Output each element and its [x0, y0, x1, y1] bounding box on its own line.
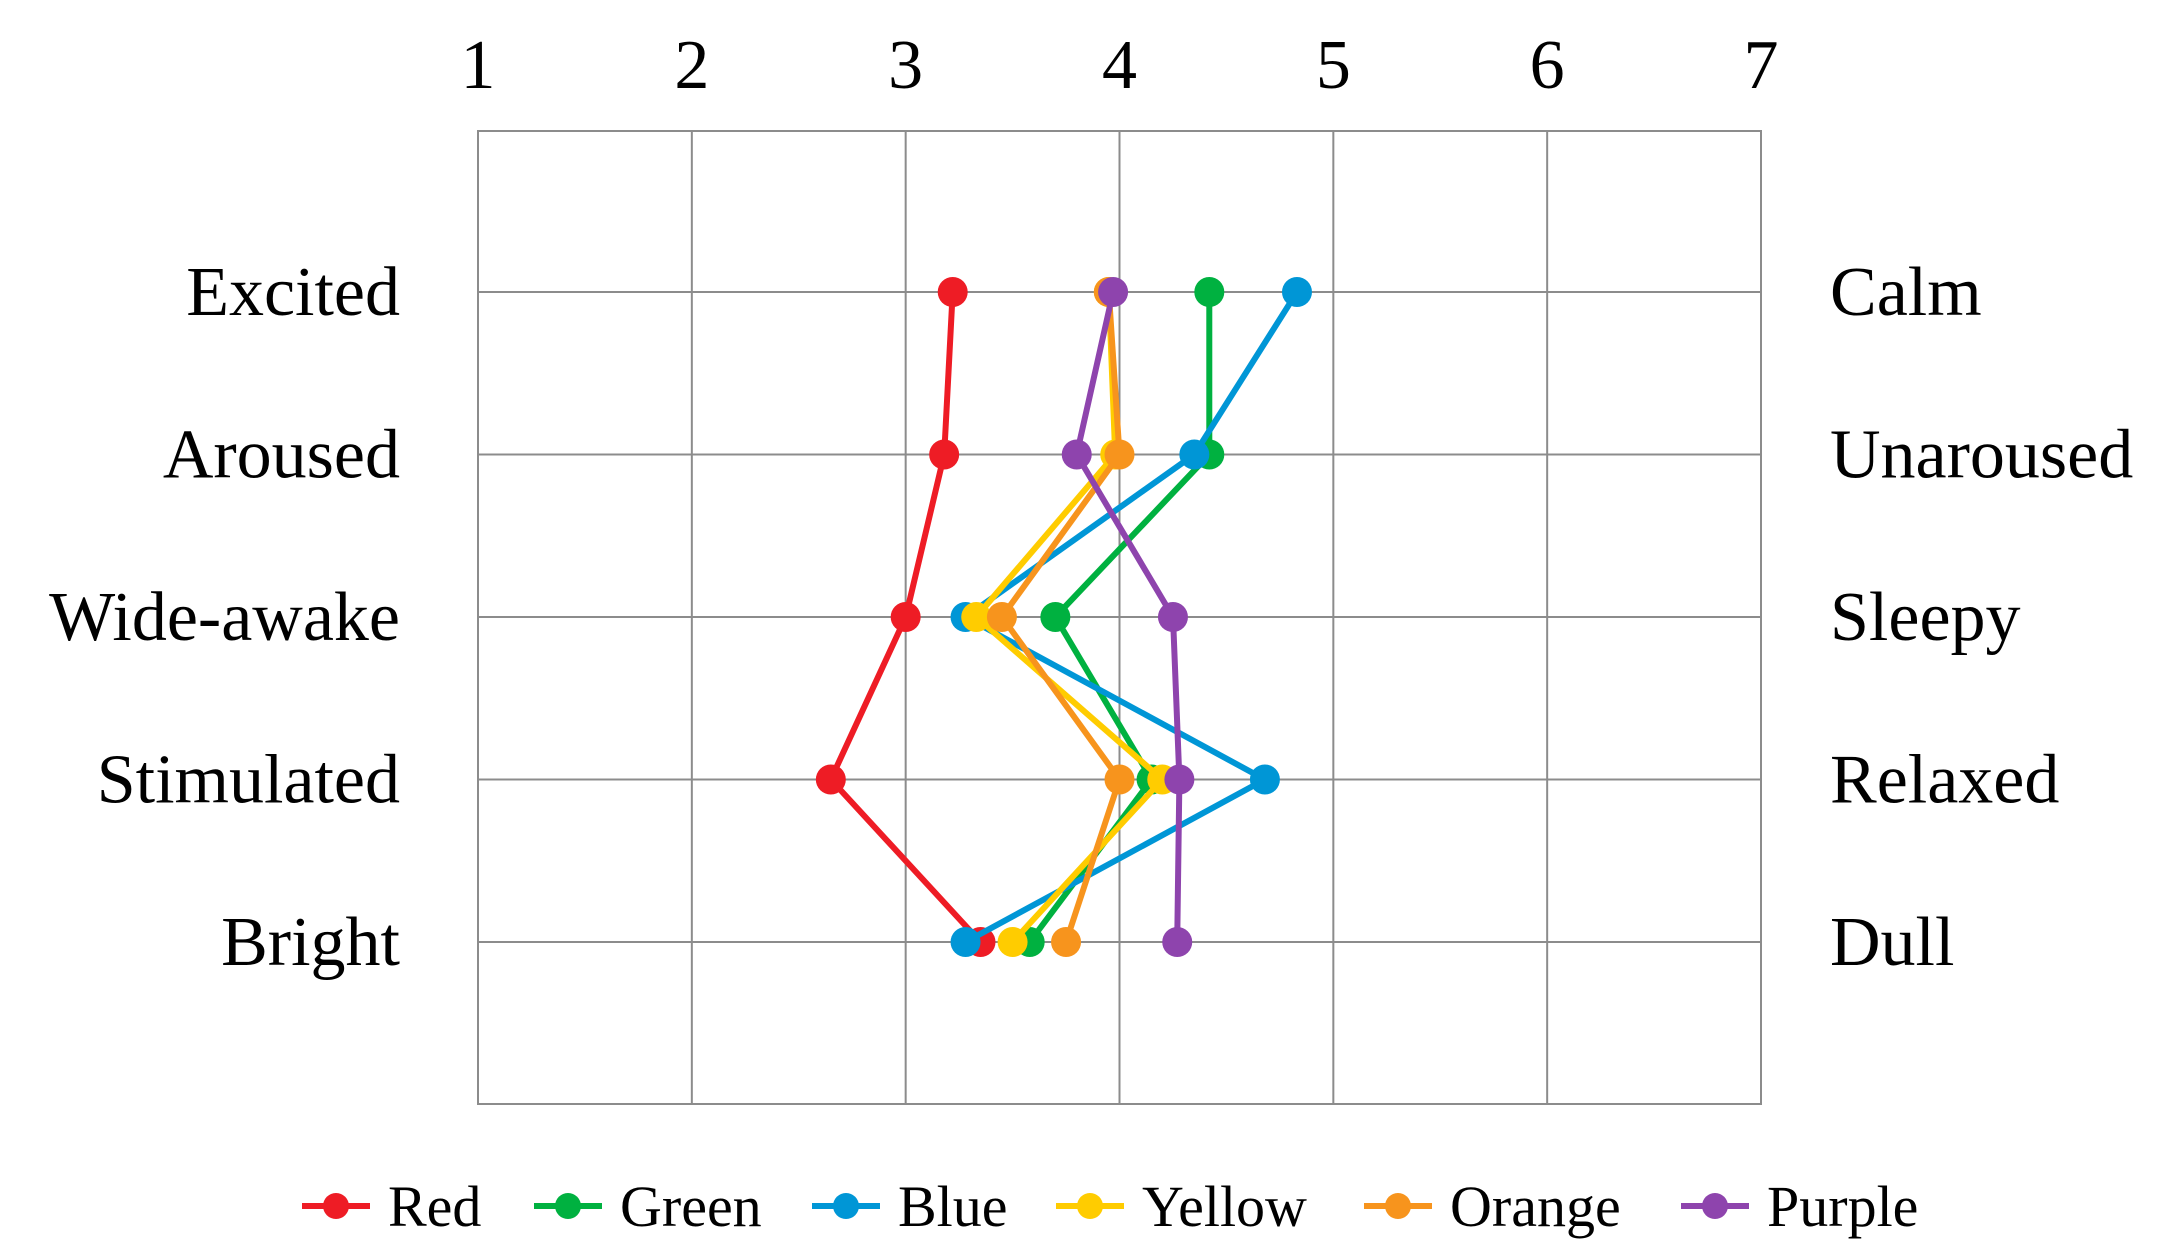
data-point	[1162, 927, 1193, 957]
legend-item-purple: Purple	[1681, 1174, 1918, 1239]
legend-label: Purple	[1767, 1174, 1918, 1239]
series-group	[815, 277, 1312, 957]
left-category-label: Stimulated	[97, 742, 400, 819]
data-point	[815, 764, 846, 795]
legend-swatch-marker	[833, 1193, 859, 1219]
legend-item-red: Red	[302, 1174, 481, 1239]
data-point	[1104, 439, 1135, 470]
x-tick-label: 7	[1744, 27, 1779, 104]
legend-label: Green	[620, 1174, 762, 1239]
left-category-label: Excited	[186, 254, 400, 331]
series-red	[815, 277, 996, 957]
data-point	[1051, 927, 1082, 957]
legend-label: Blue	[898, 1174, 1008, 1239]
left-category-label: Aroused	[163, 417, 400, 494]
data-point	[950, 927, 981, 957]
data-point	[1040, 602, 1071, 632]
legend-swatch-marker	[323, 1193, 349, 1219]
data-point	[997, 927, 1028, 957]
left-category-label: Bright	[221, 904, 400, 981]
legend-item-orange: Orange	[1364, 1174, 1621, 1239]
data-point	[1164, 764, 1195, 795]
data-point	[1281, 277, 1312, 307]
data-point	[890, 602, 921, 632]
legend-label: Orange	[1450, 1174, 1621, 1239]
legend: Red Green Blue Yellow Orange Purple	[302, 1174, 1918, 1239]
right-category-label: Relaxed	[1830, 742, 2059, 819]
data-point	[929, 439, 960, 470]
x-tick-label: 2	[674, 27, 709, 104]
legend-swatch-marker	[1077, 1193, 1103, 1219]
data-point	[1194, 277, 1225, 307]
right-category-labels: Calm Unaroused Sleepy Relaxed Dull	[1830, 254, 2133, 981]
data-point	[1249, 764, 1280, 795]
grid	[477, 130, 1762, 1105]
legend-label: Yellow	[1142, 1174, 1307, 1239]
left-category-label: Wide-awake	[49, 579, 400, 656]
legend-item-green: Green	[534, 1174, 762, 1239]
data-point	[1179, 439, 1210, 470]
right-category-label: Dull	[1830, 904, 1954, 981]
x-tick-label: 4	[1102, 27, 1137, 104]
x-tick-label: 1	[461, 27, 496, 104]
x-tick-label: 3	[888, 27, 923, 104]
legend-swatch-marker	[1385, 1193, 1411, 1219]
legend-item-yellow: Yellow	[1056, 1174, 1307, 1239]
legend-item-blue: Blue	[812, 1174, 1008, 1239]
right-category-label: Calm	[1830, 254, 1982, 331]
right-category-label: Sleepy	[1830, 579, 2021, 656]
x-tick-label: 6	[1530, 27, 1565, 104]
x-tick-label: 5	[1316, 27, 1351, 104]
series-purple	[1061, 277, 1195, 957]
legend-swatch-marker	[555, 1193, 581, 1219]
right-category-label: Unaroused	[1830, 417, 2133, 494]
data-point	[937, 277, 968, 307]
data-point	[961, 602, 992, 632]
legend-swatch-marker	[1702, 1193, 1728, 1219]
left-category-labels: Excited Aroused Wide-awake Stimulated Bright	[49, 254, 400, 981]
data-point	[986, 602, 1017, 632]
x-tick-labels: 1 2 3 4 5 6 7	[461, 27, 1779, 104]
data-point	[1104, 764, 1135, 795]
data-point	[1061, 439, 1092, 470]
data-point	[1157, 602, 1188, 632]
legend-label: Red	[388, 1174, 481, 1239]
data-point	[1098, 277, 1129, 307]
